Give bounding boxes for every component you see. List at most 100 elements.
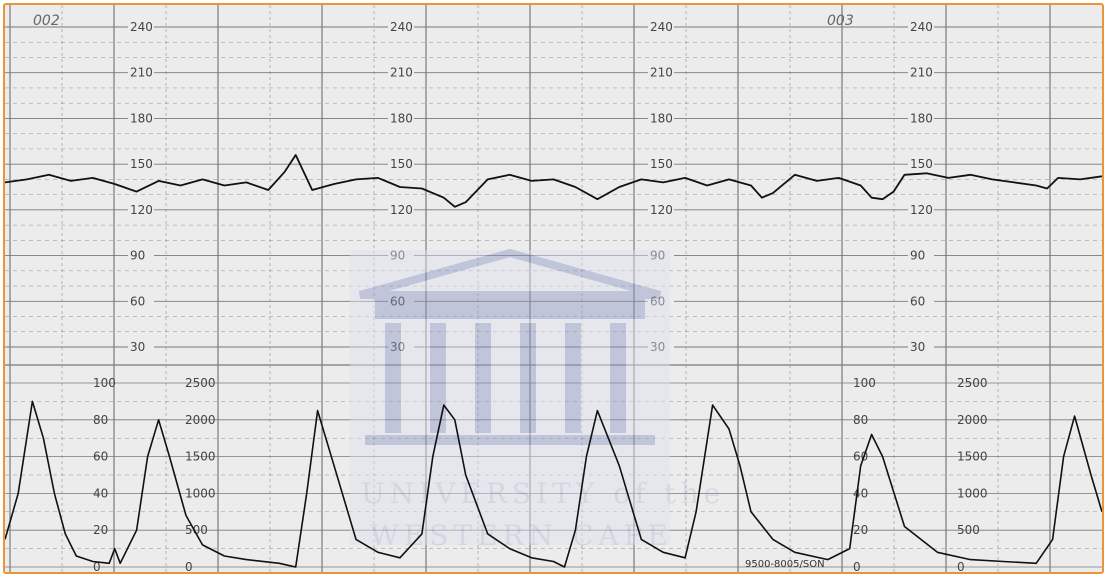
fhr-tick-label: 60 xyxy=(390,294,405,308)
fhr-tick-label: 150 xyxy=(130,157,153,171)
header-right-code: 003 xyxy=(827,13,854,29)
fhr-tick-label: 90 xyxy=(390,249,405,263)
tick-label-bg xyxy=(388,64,414,79)
uc-pressure-tick-label: 1000 xyxy=(185,486,216,500)
form-code: 9500-8005/SON xyxy=(745,559,825,570)
tick-label-bg xyxy=(128,247,154,262)
fhr-tick-label: 30 xyxy=(390,340,405,354)
fhr-tick-label: 180 xyxy=(650,111,673,125)
uc-pressure-tick-label: 1000 xyxy=(957,486,988,500)
watermark-panel xyxy=(350,250,670,545)
tick-label-bg xyxy=(908,156,934,171)
uc-pressure-tick-label: 2500 xyxy=(185,376,216,390)
uc-pressure-tick-label: 1500 xyxy=(185,450,216,464)
watermark-line1: UNIVERSITY of the xyxy=(361,477,725,510)
ctg-chart-frame: 240 210 180 150 120 90 60 30 240 210 180 150 120 90 60… xyxy=(3,3,1104,574)
tick-label-bg xyxy=(648,339,674,353)
fhr-tick-label: 210 xyxy=(650,66,673,80)
tick-label-bg xyxy=(908,201,934,216)
fhr-tick-label: 120 xyxy=(130,203,153,217)
fhr-tick-label: 60 xyxy=(650,294,665,308)
uc-tick-label: 40 xyxy=(853,486,868,500)
fhr-tick-label: 60 xyxy=(130,294,145,308)
fhr-tick-label: 240 xyxy=(650,20,673,34)
watermark-base xyxy=(365,435,655,445)
tick-label-bg xyxy=(908,293,934,308)
uc-pressure-tick-label: 2500 xyxy=(957,376,988,390)
fhr-tick-label: 210 xyxy=(130,66,153,80)
fhr-tick-label: 240 xyxy=(390,20,413,34)
grid-lines xyxy=(5,5,1102,572)
uc-pressure-tick-label: 500 xyxy=(957,523,980,537)
tick-label-bg xyxy=(388,156,414,171)
fhr-tick-label: 120 xyxy=(910,203,933,217)
tick-label-bg xyxy=(648,156,674,171)
tick-label-bg xyxy=(128,110,154,125)
watermark-entablature xyxy=(375,297,645,319)
ctg-paper: 240 210 180 150 120 90 60 30 240 210 180 150 120 90 60… xyxy=(5,5,1102,572)
fhr-tick-label: 60 xyxy=(910,294,925,308)
fhr-tick-label: 90 xyxy=(910,249,925,263)
tick-label-bg xyxy=(648,247,674,262)
fhr-tick-label: 180 xyxy=(130,111,153,125)
fhr-tick-label: 30 xyxy=(130,340,145,354)
uc-pressure-tick-label: 0 xyxy=(957,560,965,572)
tick-label-bg xyxy=(128,156,154,171)
uc-trace xyxy=(5,400,1102,568)
fhr-tick-label: 90 xyxy=(130,249,145,263)
watermark: UNIVERSITY of the WESTERN CAPE xyxy=(350,248,725,552)
fhr-axis-labels: 240 210 180 150 120 90 60 30 240 210 180 150 120 90 60… xyxy=(128,19,934,354)
uc-tick-label: 60 xyxy=(93,450,108,464)
fhr-tick-label: 150 xyxy=(390,157,413,171)
uc-pressure-tick-label: 2000 xyxy=(957,413,988,427)
fhr-tick-label: 30 xyxy=(650,340,665,354)
uc-tick-label: 80 xyxy=(93,413,108,427)
fhr-tick-label: 180 xyxy=(390,111,413,125)
tick-label-bg xyxy=(388,201,414,216)
uc-tick-label: 20 xyxy=(853,523,868,537)
tick-label-bg xyxy=(648,19,674,33)
tick-label-bg xyxy=(648,64,674,79)
fhr-tick-label: 120 xyxy=(390,203,413,217)
tick-label-bg xyxy=(908,64,934,79)
tick-label-bg xyxy=(128,19,154,33)
tick-label-bg xyxy=(908,339,934,353)
uc-pressure-tick-label: 0 xyxy=(185,560,193,572)
fhr-tick-label: 240 xyxy=(910,20,933,34)
tick-label-bg xyxy=(388,110,414,125)
fhr-tick-label: 210 xyxy=(390,66,413,80)
uc-axis-labels: 1008060402002500200015001000500010080604… xyxy=(93,376,988,572)
tick-label-bg xyxy=(128,64,154,79)
tick-label-bg xyxy=(128,201,154,216)
tick-label-bg xyxy=(128,339,154,353)
fhr-tick-label: 90 xyxy=(650,249,665,263)
uc-tick-label: 40 xyxy=(93,486,108,500)
fhr-tick-label: 150 xyxy=(910,157,933,171)
tick-label-bg xyxy=(388,339,414,353)
tick-label-bg xyxy=(388,247,414,262)
tick-label-bg xyxy=(648,293,674,308)
fhr-tick-label: 240 xyxy=(130,20,153,34)
uc-tick-label: 0 xyxy=(93,560,101,572)
tick-label-bg xyxy=(648,110,674,125)
watermark-line2: WESTERN CAPE xyxy=(370,519,673,552)
fhr-tick-label: 180 xyxy=(910,111,933,125)
fhr-tick-label: 30 xyxy=(910,340,925,354)
fhr-trace xyxy=(5,154,1102,208)
tick-label-bg xyxy=(128,293,154,308)
tick-label-bg xyxy=(388,19,414,33)
uc-tick-label: 100 xyxy=(853,376,876,390)
uc-tick-label: 100 xyxy=(93,376,116,390)
uc-pressure-tick-label: 2000 xyxy=(185,413,216,427)
tick-label-bg xyxy=(388,293,414,308)
header-left-code: 002 xyxy=(33,13,60,29)
uc-tick-label: 0 xyxy=(853,560,861,572)
watermark-pediment xyxy=(358,248,662,299)
watermark-columns xyxy=(385,323,626,433)
uc-tick-label: 20 xyxy=(93,523,108,537)
fhr-tick-label: 150 xyxy=(650,157,673,171)
uc-tick-label: 80 xyxy=(853,413,868,427)
tick-label-bg xyxy=(908,247,934,262)
uc-pressure-tick-label: 500 xyxy=(185,523,208,537)
tick-label-bg xyxy=(648,201,674,216)
